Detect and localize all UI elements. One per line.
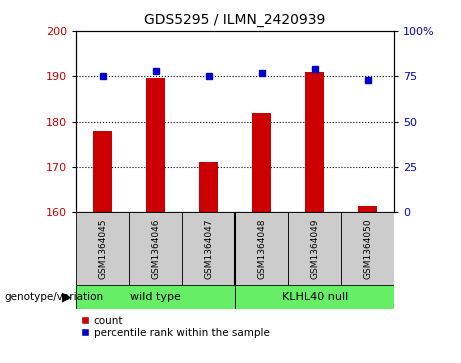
Text: GSM1364048: GSM1364048 — [257, 219, 266, 279]
Bar — [76, 212, 129, 285]
Text: GSM1364046: GSM1364046 — [151, 219, 160, 279]
Text: genotype/variation: genotype/variation — [5, 292, 104, 302]
Bar — [288, 212, 341, 285]
Bar — [252, 113, 271, 212]
Text: GSM1364049: GSM1364049 — [310, 219, 319, 279]
Bar — [199, 163, 218, 212]
Bar — [305, 72, 324, 212]
Text: KLHL40 null: KLHL40 null — [282, 292, 348, 302]
Bar — [129, 212, 182, 285]
Bar — [146, 78, 165, 212]
Bar — [182, 212, 235, 285]
Text: GSM1364050: GSM1364050 — [363, 218, 372, 279]
Text: ▶: ▶ — [62, 290, 71, 303]
Bar — [358, 205, 377, 212]
Text: GSM1364047: GSM1364047 — [204, 219, 213, 279]
Text: GSM1364045: GSM1364045 — [98, 219, 107, 279]
Bar — [235, 212, 288, 285]
Title: GDS5295 / ILMN_2420939: GDS5295 / ILMN_2420939 — [144, 13, 326, 27]
Legend: count, percentile rank within the sample: count, percentile rank within the sample — [81, 315, 270, 338]
Bar — [341, 212, 394, 285]
Bar — [235, 285, 394, 309]
Text: wild type: wild type — [130, 292, 181, 302]
Bar — [93, 131, 112, 212]
Bar — [76, 285, 235, 309]
